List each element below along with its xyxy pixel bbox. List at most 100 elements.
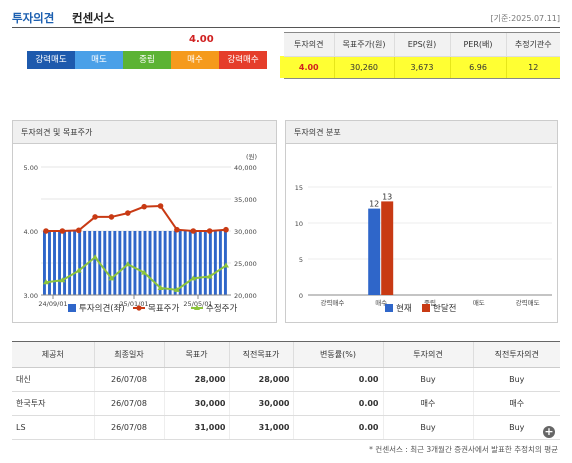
table-cell: 대신 bbox=[12, 367, 94, 392]
bar-data-label: 13 bbox=[382, 192, 392, 201]
opinion-bar bbox=[208, 231, 212, 295]
table-cell: 매수 bbox=[382, 391, 473, 416]
consensus-opinion-value: 4.00 bbox=[284, 56, 334, 79]
table-row: 한국투자 26/07/08 30,000 30,000 0.00 매수 매수 bbox=[12, 391, 560, 416]
y-right-tick: 40,000 bbox=[234, 164, 257, 172]
table-cell: 28,000 bbox=[228, 367, 293, 392]
opinion-bar bbox=[118, 231, 122, 295]
legend-label: 한달전 bbox=[433, 303, 456, 314]
opinion-bar bbox=[123, 231, 127, 295]
x-tick: 중립 bbox=[424, 299, 436, 307]
y-left-tick: 4.00 bbox=[24, 228, 38, 236]
target-price-point bbox=[59, 228, 66, 234]
legend-swatch bbox=[422, 304, 430, 312]
opinion-bar bbox=[88, 231, 92, 295]
opinion-target-panel: 투자의견 및 목표주가 40,000 35,000 30,000 25,000 20,0… bbox=[12, 120, 277, 323]
x-tick: 25/01/01 bbox=[119, 300, 148, 308]
broker-header: 변동률(%) bbox=[292, 341, 383, 368]
table-cell: 28,000 bbox=[163, 367, 229, 392]
broker-header: 제공처 bbox=[12, 341, 94, 368]
opinion-bar bbox=[148, 231, 152, 295]
consensus-header: PER(배) bbox=[449, 32, 506, 57]
y-tick: 10 bbox=[295, 220, 303, 228]
opinion-bar bbox=[153, 231, 157, 295]
section-header: 투자의견 컨센서스 [기준:2025.07.11] bbox=[12, 8, 560, 28]
section-subtitle: 컨센서스 bbox=[72, 11, 115, 25]
legend-marker bbox=[136, 305, 142, 311]
panel-title: 투자의견 분포 bbox=[286, 121, 557, 144]
target-price-point bbox=[206, 228, 213, 234]
target-price-point bbox=[174, 226, 180, 233]
x-tick: 매도 bbox=[473, 299, 485, 307]
legend-label: 목표주가 bbox=[148, 304, 179, 314]
reference-date: [기준:2025.07.11] bbox=[490, 14, 560, 23]
opinion-bar bbox=[223, 231, 227, 295]
consensus-header: 목표주가(원) bbox=[333, 32, 394, 57]
table-cell: 한국투자 bbox=[12, 391, 94, 416]
adjusted-price-point bbox=[141, 269, 148, 275]
opinion-bar bbox=[178, 231, 182, 295]
broker-header: 직전투자의견 bbox=[472, 341, 560, 368]
opinion-bar bbox=[53, 231, 56, 295]
consensus-table: 투자의견 목표주가(원) EPS(원) PER(배) 추정기관수 4.00 30… bbox=[284, 32, 560, 79]
opinion-bar bbox=[138, 231, 142, 295]
consensus-eps: 3,673 bbox=[393, 56, 450, 79]
opinion-bar bbox=[218, 231, 222, 295]
distribution-bar bbox=[368, 208, 381, 295]
consensus-per: 6.96 bbox=[449, 56, 506, 79]
legend-label: 현재 bbox=[396, 304, 412, 314]
opinion-bar bbox=[78, 231, 82, 295]
broker-header: 최종일자 bbox=[93, 341, 164, 368]
table-cell: 26/07/08 bbox=[93, 415, 164, 440]
opinion-bar bbox=[143, 231, 147, 295]
y-right-unit: (원) bbox=[246, 152, 257, 161]
footnote: * 컨센서스 : 최근 3개월간 증권사에서 발표한 추정치의 평균 bbox=[369, 445, 558, 454]
opinion-bar bbox=[193, 231, 197, 295]
series-line bbox=[46, 205, 227, 232]
opinion-bar bbox=[63, 231, 67, 295]
target-price-point bbox=[108, 214, 115, 220]
adjusted-price-point bbox=[75, 267, 82, 273]
table-cell: 0.00 bbox=[292, 391, 383, 416]
opinion-bar bbox=[43, 231, 46, 295]
x-tick: 강력매도 bbox=[516, 298, 540, 307]
highlight-marker bbox=[280, 56, 284, 78]
table-cell: 30,000 bbox=[163, 391, 229, 416]
target-price-point bbox=[92, 214, 98, 220]
opinion-bar bbox=[108, 231, 112, 295]
opinion-bar bbox=[83, 231, 87, 295]
section-title: 투자의견 bbox=[12, 11, 55, 25]
opinion-bar bbox=[173, 231, 177, 295]
table-cell: 30,000 bbox=[228, 391, 293, 416]
adjusted-price-point bbox=[173, 286, 180, 292]
opinion-scale-item: 매도 bbox=[75, 51, 123, 69]
opinion-bar bbox=[128, 231, 132, 295]
opinion-bar bbox=[213, 231, 217, 295]
legend-label: 수정주가 bbox=[206, 303, 237, 314]
broker-header: 목표가 bbox=[163, 341, 229, 368]
opinion-bar bbox=[188, 231, 192, 295]
target-price-point bbox=[223, 226, 229, 233]
table-cell: 31,000 bbox=[228, 415, 293, 440]
panel-title: 투자의견 및 목표주가 bbox=[13, 121, 276, 144]
table-row: LS 26/07/08 31,000 31,000 0.00 Buy Buy bbox=[12, 415, 560, 440]
target-price-point bbox=[141, 203, 147, 210]
opinion-bar bbox=[198, 231, 202, 295]
x-tick: 24/09/01 bbox=[38, 300, 67, 308]
opinion-bar bbox=[113, 231, 117, 295]
opinion-score: 4.00 bbox=[189, 34, 214, 45]
plus-circle-icon[interactable]: + bbox=[543, 425, 555, 438]
opinion-scale-item: 매수 bbox=[171, 51, 219, 69]
x-tick: 25/05/01 bbox=[183, 300, 212, 308]
y-tick: 0 bbox=[299, 292, 303, 300]
opinion-bar bbox=[58, 231, 61, 295]
y-right-tick: 25,000 bbox=[234, 260, 257, 268]
y-right-tick: 35,000 bbox=[234, 196, 257, 204]
table-cell: 0.00 bbox=[292, 367, 383, 392]
adjusted-price-point bbox=[190, 275, 197, 281]
consensus-header: 투자의견 bbox=[284, 32, 334, 57]
opinion-bar bbox=[163, 231, 167, 295]
x-tick: 매수 bbox=[375, 299, 387, 307]
opinion-bar bbox=[103, 231, 107, 295]
target-price-point bbox=[125, 210, 131, 216]
